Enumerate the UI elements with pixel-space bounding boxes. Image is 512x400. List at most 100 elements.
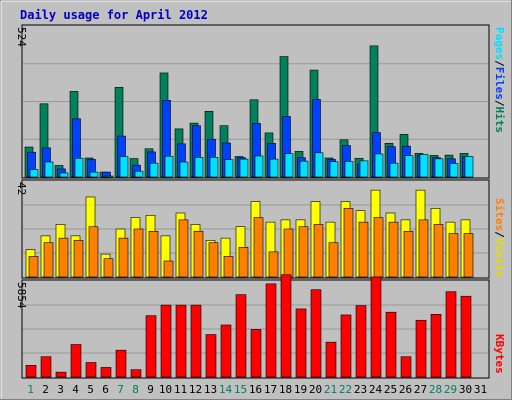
- legend-entry-sep: /: [493, 231, 506, 238]
- day-label-22: 22: [339, 383, 352, 396]
- sites-bar-day-22: [343, 208, 354, 278]
- day-label-8: 8: [132, 383, 139, 396]
- kbytes-bar-day-26: [400, 356, 412, 378]
- pages-bar-day-24: [374, 153, 384, 178]
- pages-bar-day-12: [194, 157, 204, 178]
- legend-entry-kbytes: KBytes: [493, 334, 506, 374]
- day-label-7: 7: [117, 383, 124, 396]
- pages-bar-day-5: [89, 171, 99, 178]
- panel-top-ymax-label: 524: [15, 27, 28, 47]
- sites-bar-day-20: [313, 224, 324, 278]
- kbytes-bar-day-7: [115, 349, 127, 378]
- kbytes-bar-day-1: [25, 365, 37, 378]
- pages-bar-day-29: [449, 163, 459, 178]
- pages-bar-day-16: [254, 155, 264, 178]
- pages-bar-day-10: [164, 155, 174, 178]
- pages-bar-day-8: [134, 170, 144, 178]
- kbytes-bar-day-21: [325, 341, 337, 378]
- kbytes-bar-day-9: [145, 315, 157, 378]
- sites-bar-day-25: [388, 221, 399, 278]
- pages-bar-day-30: [464, 156, 474, 178]
- sites-bar-day-30: [463, 233, 474, 278]
- sites-bar-day-27: [418, 219, 429, 278]
- pages-bar-day-25: [389, 162, 399, 178]
- day-label-4: 4: [72, 383, 79, 396]
- kbytes-bar-day-19: [295, 308, 307, 378]
- pages-bar-day-23: [359, 160, 369, 178]
- sites-bar-day-29: [448, 233, 459, 278]
- day-label-29: 29: [444, 383, 457, 396]
- pages-bar-day-2: [44, 161, 54, 178]
- sites-bar-day-13: [208, 242, 219, 278]
- kbytes-bar-day-23: [355, 305, 367, 378]
- legend-entry-sep: /: [493, 60, 506, 67]
- sites-bar-day-4: [73, 240, 84, 278]
- pages-bar-day-15: [239, 158, 249, 178]
- pages-bar-day-28: [434, 158, 444, 178]
- kbytes-bar-day-8: [130, 369, 142, 378]
- sites-bar-day-23: [358, 221, 369, 278]
- legend-entry-sites: Sites: [493, 198, 506, 231]
- chart-marks: [24, 45, 474, 378]
- day-label-18: 18: [279, 383, 292, 396]
- sites-bar-day-15: [238, 246, 249, 278]
- kbytes-bar-day-2: [40, 356, 52, 378]
- sites-bar-day-28: [433, 224, 444, 278]
- sites-bar-day-7: [118, 237, 129, 278]
- sites-bar-day-18: [283, 228, 294, 278]
- day-label-17: 17: [264, 383, 277, 396]
- pages-bar-day-14: [224, 159, 234, 178]
- legend-entry-hits: Hits: [493, 107, 506, 134]
- kbytes-bar-day-28: [430, 314, 442, 378]
- day-label-28: 28: [429, 383, 442, 396]
- sites-bar-day-17: [268, 251, 279, 278]
- sites-bar-day-21: [328, 242, 339, 278]
- kbytes-bar-day-22: [340, 314, 352, 378]
- day-label-10: 10: [159, 383, 172, 396]
- day-label-11: 11: [174, 383, 187, 396]
- day-label-16: 16: [249, 383, 262, 396]
- sites-bar-day-8: [133, 228, 144, 278]
- sites-bar-day-12: [193, 230, 204, 278]
- kbytes-bar-day-10: [160, 304, 172, 378]
- kbytes-bar-day-20: [310, 289, 322, 378]
- day-label-3: 3: [57, 383, 64, 396]
- pages-bar-day-18: [284, 153, 294, 178]
- kbytes-bar-day-4: [70, 344, 82, 378]
- day-label-24: 24: [369, 383, 383, 396]
- day-labels: 1 2 3 4 5 6 7 8 9 10 11 12 13 14 15 16 17 18 19 20 21 22 23 24 2…: [27, 383, 487, 396]
- day-label-13: 13: [204, 383, 217, 396]
- kbytes-bar-day-11: [175, 304, 187, 378]
- pages-bar-day-6: [104, 175, 114, 178]
- pages-bar-day-21: [329, 161, 339, 178]
- kbytes-bar-day-18: [280, 274, 292, 378]
- kbytes-bar-day-3: [55, 371, 67, 378]
- day-label-14: 14: [219, 383, 233, 396]
- day-label-15: 15: [234, 383, 247, 396]
- kbytes-bar-day-14: [220, 324, 232, 378]
- legend-entry-visits: Visits: [493, 238, 506, 278]
- day-label-1: 1: [27, 383, 34, 396]
- kbytes-bar-day-30: [460, 295, 472, 378]
- pages-bar-day-9: [149, 162, 159, 178]
- kbytes-bar-day-6: [100, 367, 112, 378]
- day-label-26: 26: [399, 383, 412, 396]
- legend-entry-sep: /: [493, 100, 506, 107]
- day-label-6: 6: [102, 383, 109, 396]
- pages-bar-day-22: [344, 161, 354, 178]
- day-label-19: 19: [294, 383, 307, 396]
- kbytes-bar-day-27: [415, 319, 427, 378]
- legend-kbytes: KBytes: [493, 334, 506, 374]
- pages-bar-day-17: [269, 158, 279, 178]
- legend-entry-pages: Pages: [493, 27, 506, 60]
- sites-bar-day-14: [223, 256, 234, 278]
- kbytes-bar-day-15: [235, 294, 247, 378]
- day-label-31: 31: [474, 383, 487, 396]
- pages-bar-day-11: [179, 161, 189, 178]
- day-label-2: 2: [42, 383, 49, 396]
- legend-entry-files: Files: [493, 67, 506, 100]
- pages-bar-day-1: [29, 169, 39, 178]
- sites-bar-day-10: [163, 260, 174, 278]
- sites-bar-day-9: [148, 230, 159, 278]
